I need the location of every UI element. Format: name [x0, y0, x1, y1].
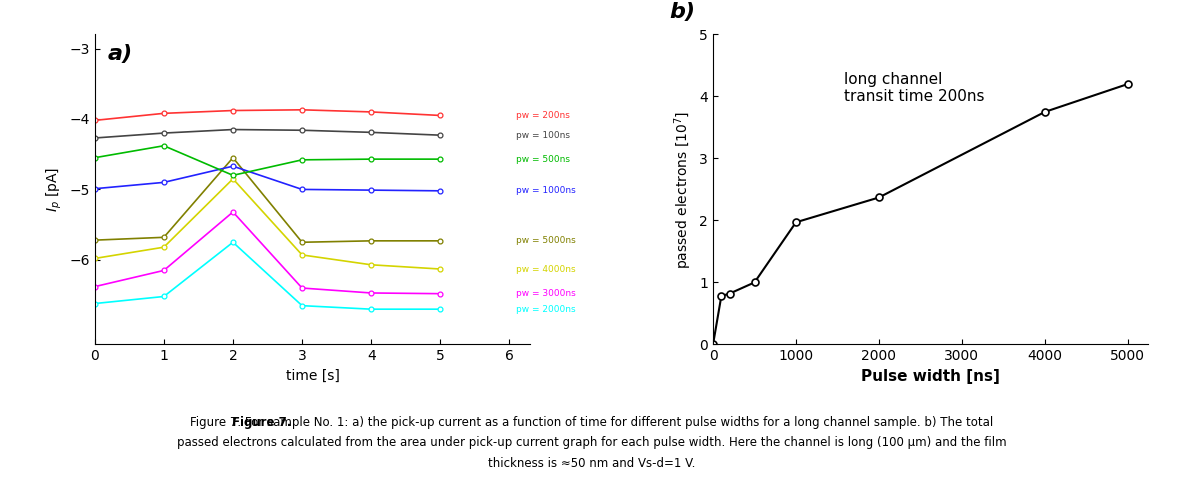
Text: pw = 5000ns: pw = 5000ns	[516, 236, 577, 246]
Text: Figure 7.: Figure 7.	[232, 416, 291, 429]
Text: pw = 200ns: pw = 200ns	[516, 111, 571, 120]
Text: b): b)	[669, 2, 695, 22]
Text: a): a)	[108, 44, 133, 64]
Text: passed electrons calculated from the area under pick-up current graph for each p: passed electrons calculated from the are…	[178, 436, 1006, 449]
Text: Figure 7. For sample No. 1: a) the pick-up current as a function of time for dif: Figure 7. For sample No. 1: a) the pick-…	[191, 416, 993, 429]
Y-axis label: passed electrons [$10^7$]: passed electrons [$10^7$]	[673, 110, 694, 269]
Text: thickness is ≈50 nm and Vs-d=1 V.: thickness is ≈50 nm and Vs-d=1 V.	[488, 457, 696, 470]
Y-axis label: $I_p$ [pA]: $I_p$ [pA]	[45, 167, 64, 212]
Text: long channel
transit time 200ns: long channel transit time 200ns	[844, 72, 984, 104]
Text: pw = 3000ns: pw = 3000ns	[516, 289, 577, 298]
Text: pw = 500ns: pw = 500ns	[516, 154, 571, 164]
X-axis label: time [s]: time [s]	[285, 369, 340, 383]
Text: pw = 4000ns: pw = 4000ns	[516, 265, 575, 274]
Text: pw = 1000ns: pw = 1000ns	[516, 186, 577, 195]
Text: pw = 2000ns: pw = 2000ns	[516, 305, 575, 314]
Text: pw = 100ns: pw = 100ns	[516, 131, 571, 140]
X-axis label: Pulse width [ns]: Pulse width [ns]	[861, 369, 1000, 384]
